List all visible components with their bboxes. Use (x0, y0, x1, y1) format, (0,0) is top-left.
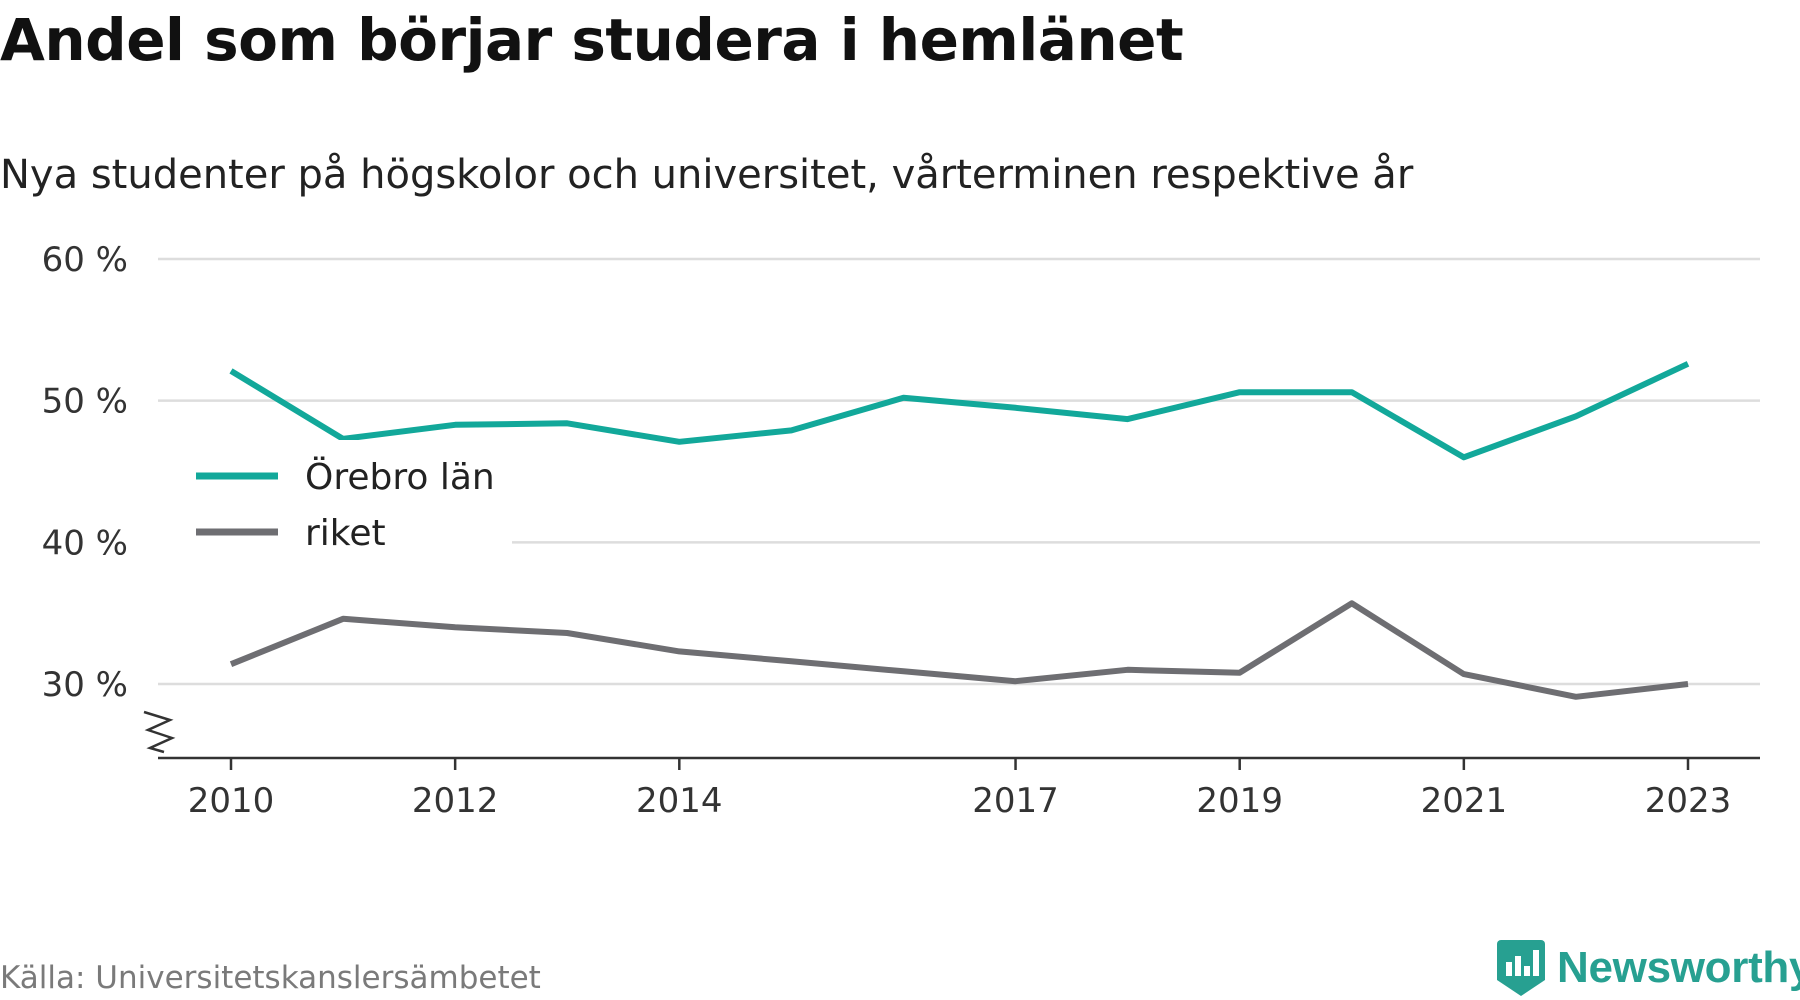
y-tick-label: 40 % (42, 523, 128, 563)
y-tick-label: 30 % (42, 665, 128, 705)
legend: Örebro län riket (150, 440, 512, 554)
x-tick-label: 2012 (412, 781, 499, 821)
axis-break-icon (143, 710, 176, 754)
x-tick-label: 2017 (972, 781, 1059, 821)
chart-subtitle: Nya studenter på högskolor och universit… (0, 152, 1414, 198)
chart-title: Andel som börjar studera i hemlänet (0, 6, 1184, 74)
brand-name: Newsworthy (1557, 943, 1800, 992)
x-tick-label: 2010 (188, 781, 275, 821)
y-tick-label: 60 % (42, 240, 128, 280)
series-line-1 (229, 600, 1689, 700)
x-tick-label: 2021 (1421, 781, 1508, 821)
y-tick-label: 50 % (42, 382, 128, 422)
source-note: Källa: Universitetskanslersämbetet (0, 960, 541, 996)
legend-label: riket (305, 513, 386, 554)
legend-label: Örebro län (305, 456, 495, 498)
line-chart: 30 % 40 % 50 % 60 % 2010 2012 2014 2017 2019 202… (42, 240, 1760, 821)
x-tick-label: 2023 (1645, 781, 1732, 821)
x-axis: 2010 2012 2014 2017 2019 2021 2023 (143, 710, 1760, 821)
brand-logo: Newsworthy (1497, 940, 1800, 996)
y-axis-labels: 30 % 40 % 50 % 60 % (42, 240, 128, 705)
series-line-0 (229, 361, 1690, 461)
series-lines (229, 361, 1690, 700)
newsworthy-logo-icon (1497, 940, 1545, 996)
x-tick-label: 2019 (1196, 781, 1283, 821)
x-tick-label: 2014 (636, 781, 723, 821)
